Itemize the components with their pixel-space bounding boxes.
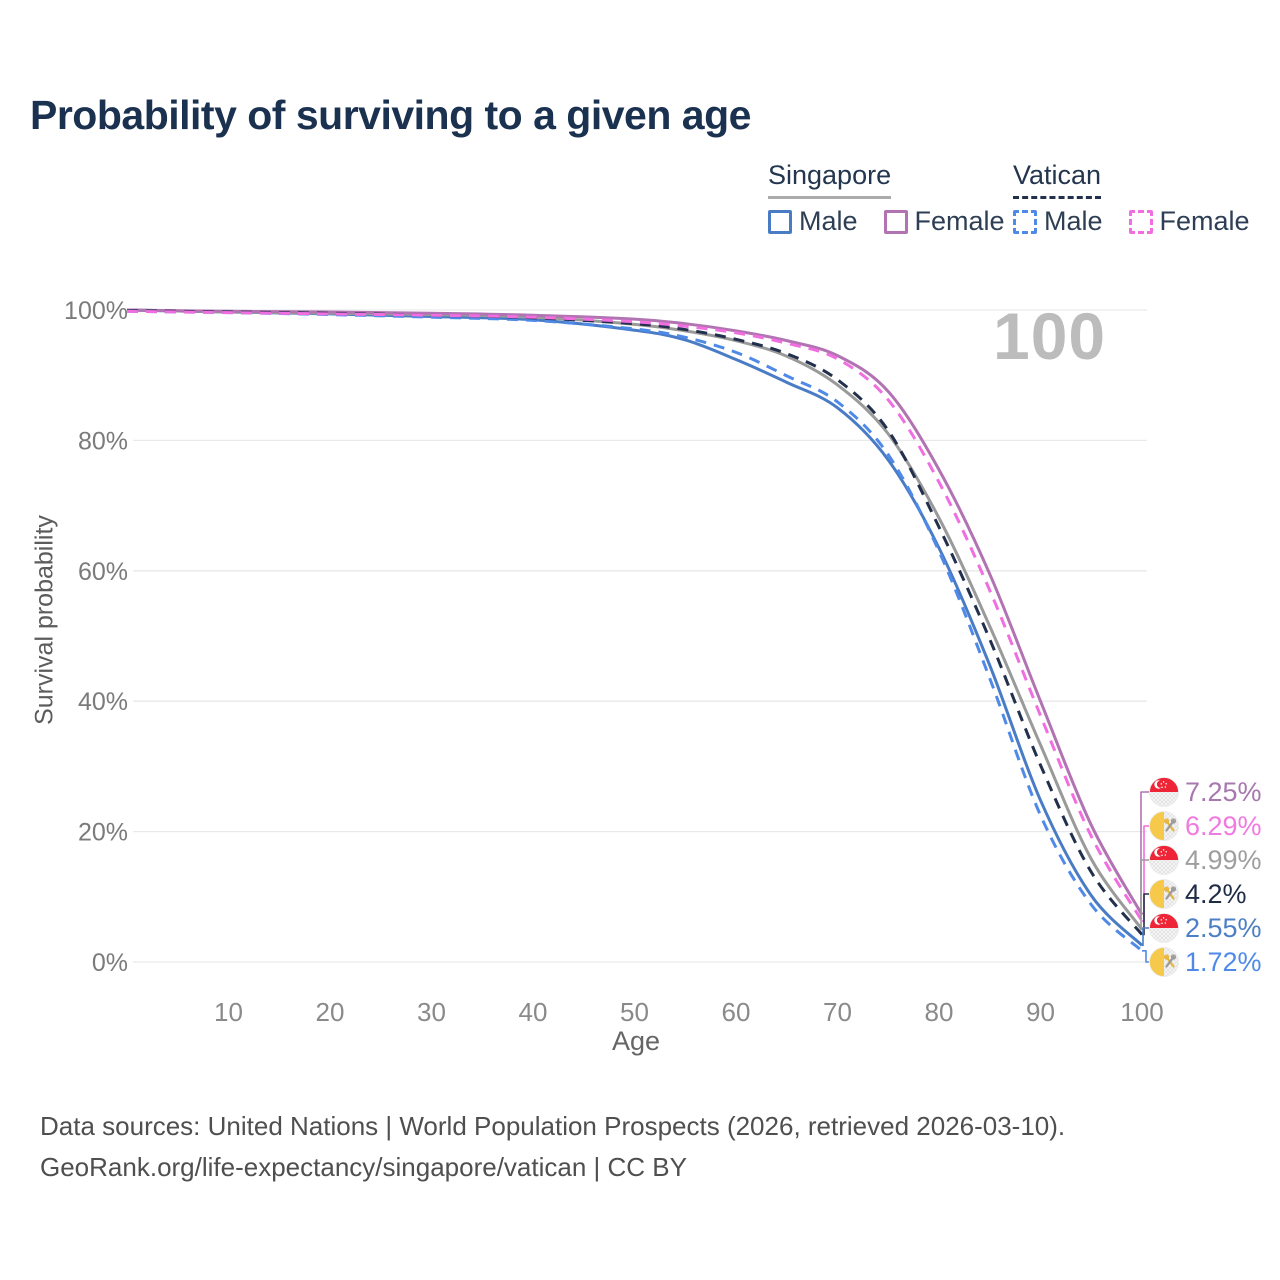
legend-swatch-vatican-male <box>1013 209 1037 234</box>
x-tick-label: 100 <box>1120 997 1163 1027</box>
end-label-value: 6.29% <box>1185 811 1262 841</box>
legend-item-singapore-female[interactable]: Female <box>883 206 1005 237</box>
end-label-connector <box>1140 791 1149 916</box>
x-tick-label: 70 <box>823 997 852 1027</box>
y-axis-title: Survival probability <box>30 515 59 725</box>
end-label-connector <box>1142 825 1149 922</box>
end-label-connector <box>1142 949 1149 963</box>
x-tick-label: 30 <box>417 997 446 1027</box>
curve-singapore-female <box>126 308 1144 916</box>
vatican-flag-icon <box>1149 811 1179 841</box>
legend-item-label: Male <box>799 206 858 236</box>
y-tick-label: 0% <box>92 949 128 977</box>
x-tick-label: 80 <box>925 997 954 1027</box>
legend-swatch-vatican-female <box>1128 209 1153 234</box>
legend-group-singapore: Singapore Male Female <box>768 160 1031 237</box>
end-label-value: 1.72% <box>1185 947 1262 977</box>
footer-data-sources: Data sources: United Nations | World Pop… <box>40 1111 1066 1141</box>
vatican-flag-icon <box>1149 947 1179 977</box>
x-tick-label: 10 <box>214 997 243 1027</box>
legend-title-vatican: Vatican <box>1013 160 1102 199</box>
vatican-flag-icon <box>1149 879 1179 909</box>
end-label-value: 4.99% <box>1185 845 1262 875</box>
age-counter-watermark: 100 <box>993 299 1107 373</box>
footer-attribution: GeoRank.org/life-expectancy/singapore/va… <box>40 1152 687 1182</box>
curve-vatican-female <box>126 309 1144 922</box>
legend-item-label: Male <box>1044 206 1103 236</box>
singapore-flag-icon <box>1149 913 1179 943</box>
x-tick-label: 60 <box>722 997 751 1027</box>
end-label-value: 4.2% <box>1185 879 1247 909</box>
y-tick-label: 60% <box>78 558 128 586</box>
x-axis-title: Age <box>611 1026 661 1056</box>
legend-title-singapore: Singapore <box>768 160 892 199</box>
legend-item-singapore-male[interactable]: Male <box>768 206 858 237</box>
y-tick-label: 100% <box>64 297 128 325</box>
footer: Data sources: United Nations | World Pop… <box>40 1106 1065 1188</box>
x-tick-label: 40 <box>519 997 548 1027</box>
y-tick-label: 80% <box>78 427 128 455</box>
singapore-flag-icon <box>1149 845 1179 875</box>
legend-item-vatican-female[interactable]: Female <box>1128 206 1250 237</box>
legend-group-vatican: Vatican Male Female <box>1013 160 1276 237</box>
x-tick-label: 50 <box>620 997 649 1027</box>
singapore-flag-icon <box>1149 777 1179 807</box>
curve-vatican-male <box>126 309 1144 952</box>
x-tick-label: 20 <box>316 997 345 1027</box>
y-tick-label: 40% <box>78 688 128 716</box>
page-title: Probability of surviving to a given age <box>30 92 751 138</box>
legend-item-label: Female <box>914 206 1005 236</box>
end-label-value: 2.55% <box>1185 913 1262 943</box>
legend-item-vatican-male[interactable]: Male <box>1013 206 1103 237</box>
legend-swatch-singapore-male <box>768 209 792 234</box>
end-label-value: 7.25% <box>1185 777 1262 807</box>
legend-item-label: Female <box>1159 206 1250 236</box>
legend-swatch-singapore-female <box>883 209 908 234</box>
x-tick-label: 90 <box>1026 997 1055 1027</box>
end-label-connector <box>1142 927 1149 947</box>
curve-singapore-both-sexes <box>126 308 1144 931</box>
y-tick-label: 20% <box>78 819 128 847</box>
end-label-connector <box>1140 859 1149 931</box>
